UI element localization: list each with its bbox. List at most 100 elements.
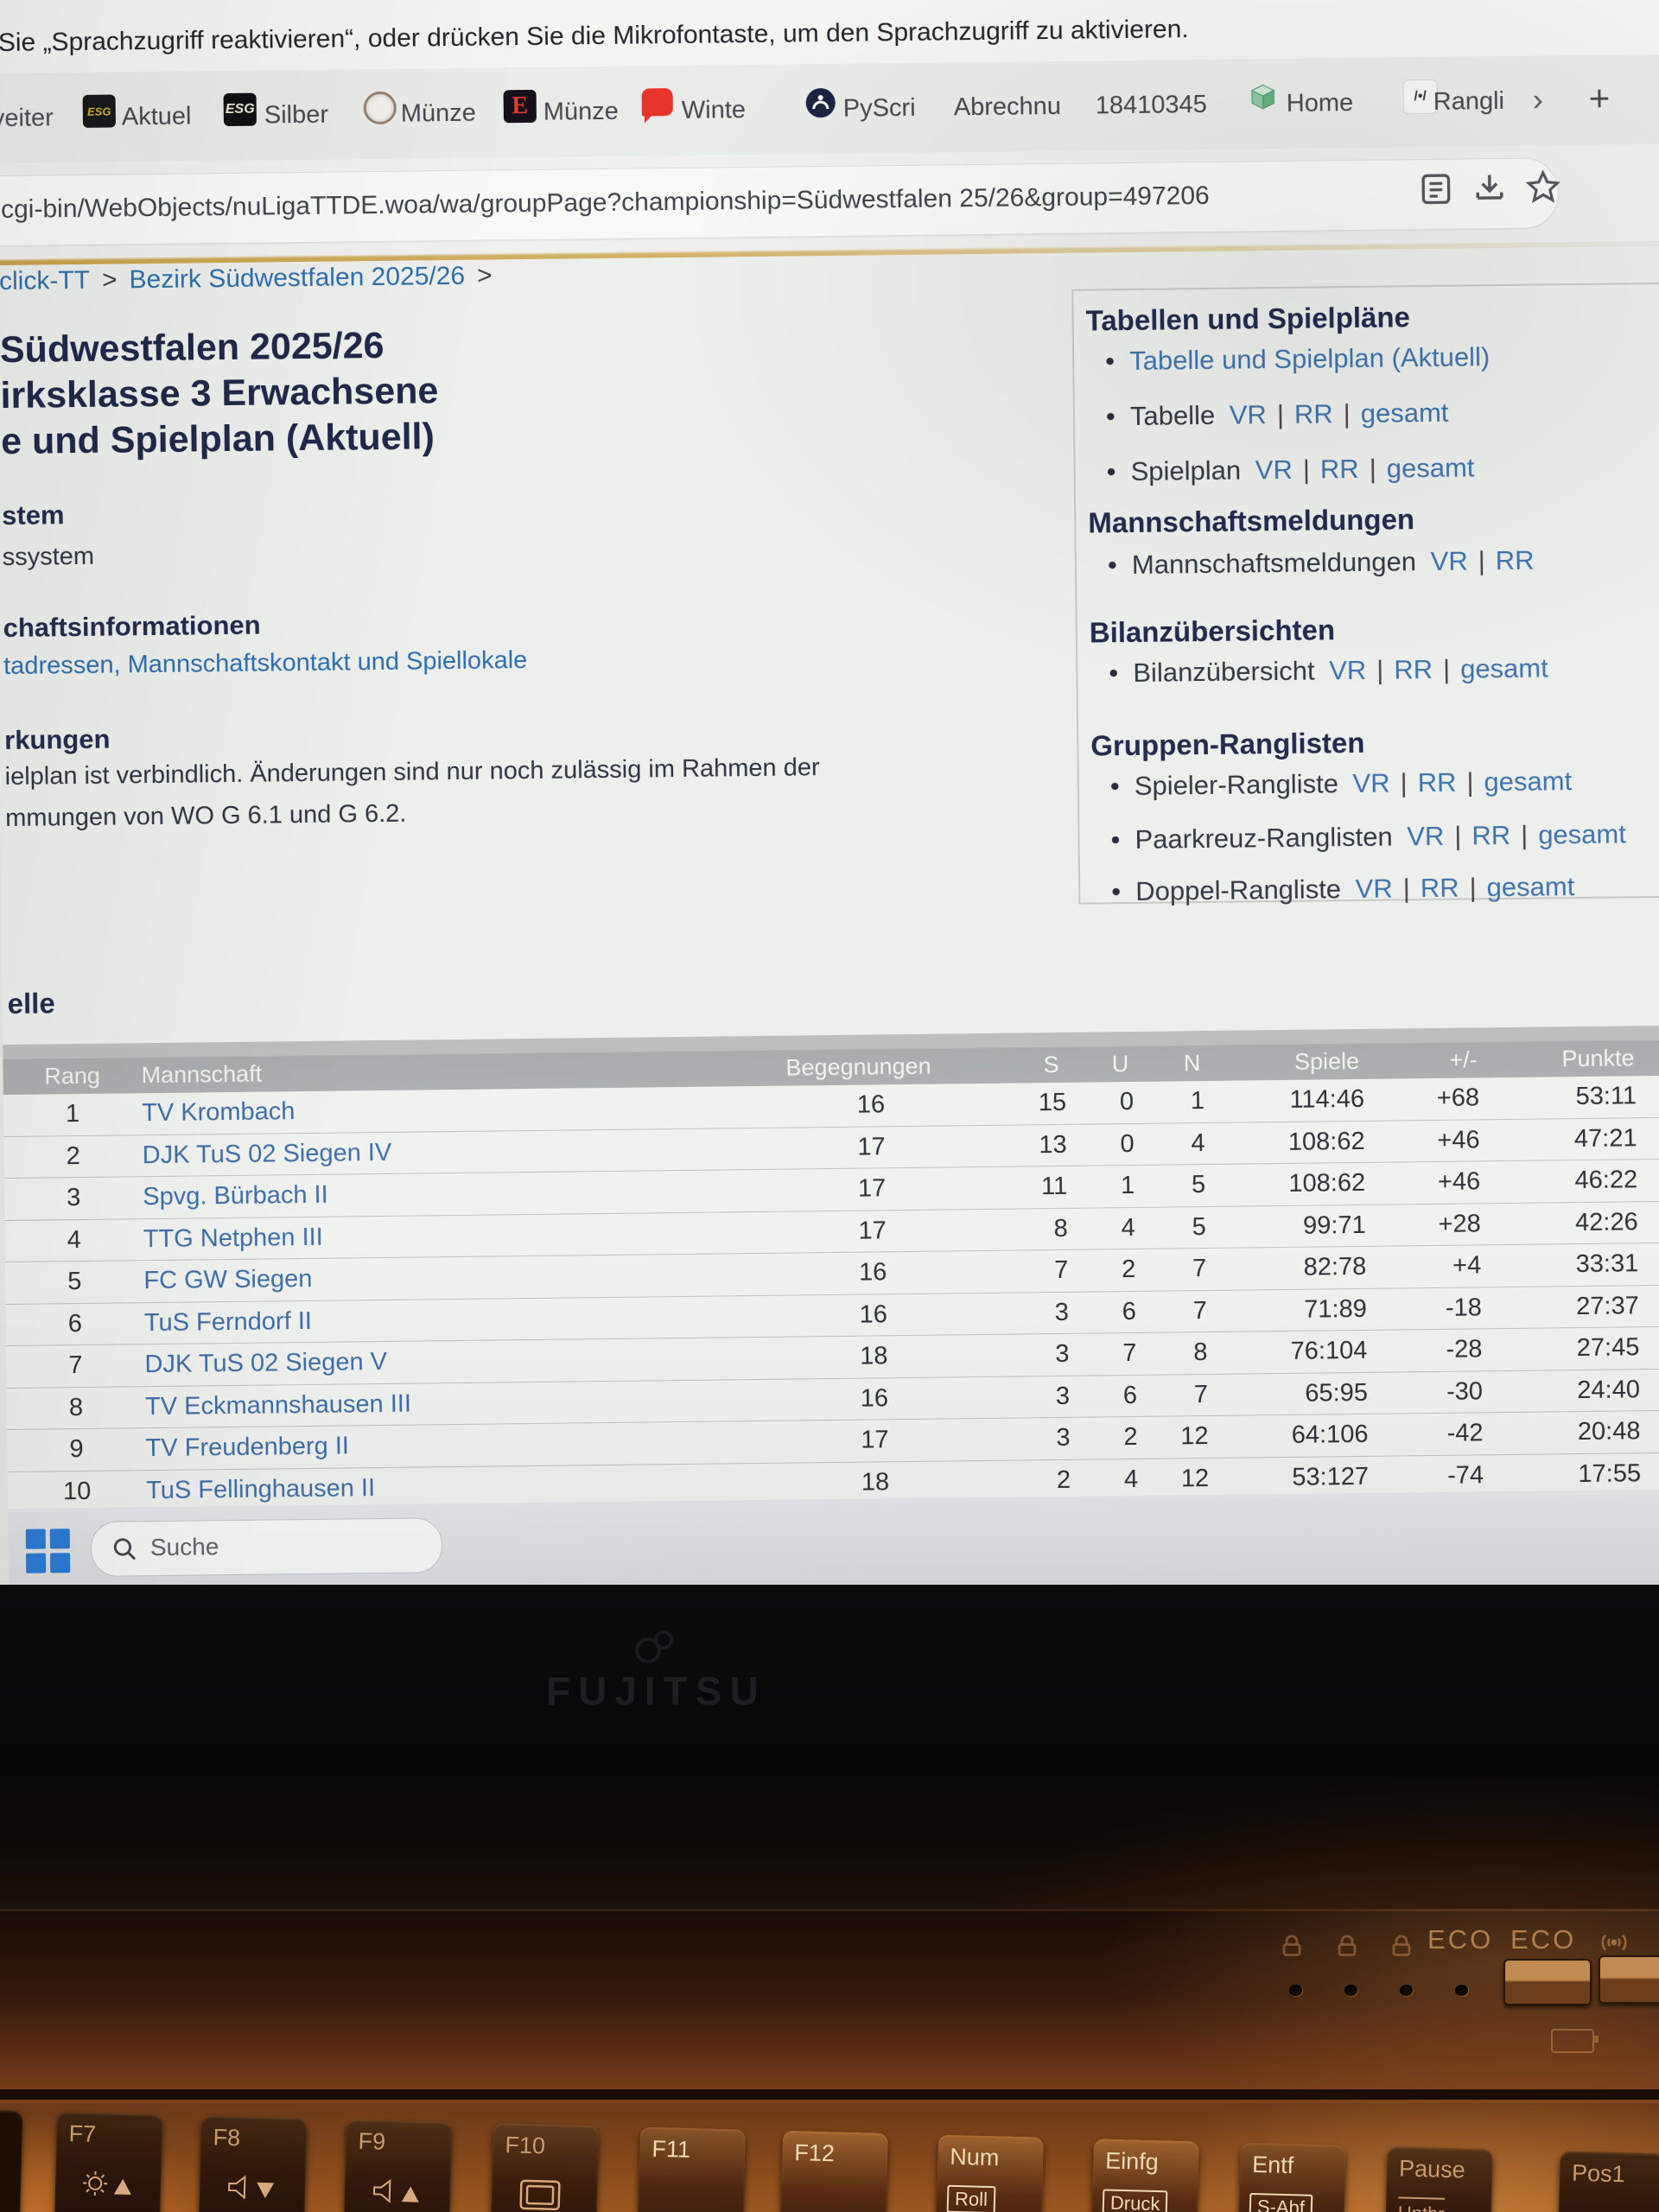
cell-pk: 42:26 xyxy=(1574,1207,1638,1236)
sidebox-heading: Tabellen und Spielpläne xyxy=(1085,301,1411,337)
sidebox-link[interactable]: gesamt xyxy=(1359,452,1475,484)
browser-tab-2[interactable]: Silber xyxy=(264,100,329,130)
contact-addresses-link[interactable]: tadressen, Mannschaftskontakt und Spiell… xyxy=(3,646,528,680)
column-header-pk: Punkte xyxy=(1561,1045,1635,1072)
sidebox-link[interactable]: gesamt xyxy=(1433,652,1548,684)
cell-sp: 108:62 xyxy=(1288,1168,1366,1198)
team-link[interactable]: DJK TuS 02 Siegen IV xyxy=(142,1138,392,1169)
team-link[interactable]: TV Krombach xyxy=(141,1097,296,1128)
key-label: F12 xyxy=(793,2139,836,2167)
browser-tab-4[interactable]: Münze xyxy=(543,97,620,126)
team-link[interactable]: TV Freudenberg II xyxy=(145,1432,350,1463)
keyboard-key-f7: F7 xyxy=(54,2111,163,2212)
breadcrumb-link[interactable]: Bezirk Südwestfalen 2025/26 xyxy=(129,261,466,295)
sidebox-item: Mannschaftsmeldungen VRRR xyxy=(1077,543,1659,581)
sidebox-link[interactable]: VR xyxy=(1352,767,1390,799)
cell-beg: 17 xyxy=(857,1132,886,1161)
cell-s: 3 xyxy=(1055,1382,1071,1410)
sidebox-link[interactable]: RR xyxy=(1389,767,1456,798)
search-input[interactable]: Suche xyxy=(90,1517,443,1577)
keyboard-key-f8: F8 xyxy=(198,2115,308,2212)
key-icon-vol-down xyxy=(225,2170,277,2210)
key-label: Pause xyxy=(1398,2155,1466,2183)
cell-pk: 46:22 xyxy=(1574,1166,1638,1195)
table-section-heading: elle xyxy=(7,987,55,1020)
address-bar[interactable]: cgi-bin/WebObjects/nuLigaTTDE.woa/wa/gro… xyxy=(0,157,1560,247)
keyboard-key-f9: F9 xyxy=(343,2119,453,2212)
cell-u: 2 xyxy=(1121,1255,1136,1284)
page-title-line3: e und Spielplan (Aktuell) xyxy=(0,416,435,463)
sidebox-link[interactable]: VR xyxy=(1407,820,1445,852)
browser-tab-7[interactable]: Abrechnu xyxy=(953,92,1062,122)
sidebox-link[interactable]: VR xyxy=(1355,873,1393,904)
sidebox-link[interactable]: gesamt xyxy=(1456,766,1572,798)
sidebox-item: Spielplan VRRRgesamt xyxy=(1075,449,1659,487)
browser-tab-1[interactable]: Aktuel xyxy=(121,102,192,131)
page-content: click-TT > Bezirk Südwestfalen 2025/26 > Sü… xyxy=(0,245,1659,1515)
cell-n: 12 xyxy=(1180,1421,1209,1451)
sidebox-link[interactable]: RR xyxy=(1366,654,1433,685)
quick-links-box: Tabellen und Spielpläne Tabelle und Spiel… xyxy=(1071,282,1659,906)
sidebox-item: Bilanzübersicht VRRRgesamt xyxy=(1077,651,1659,689)
sidebox-link[interactable]: Tabelle und Spielplan (Aktuell) xyxy=(1128,341,1491,376)
sidebox-link[interactable]: RR xyxy=(1267,398,1333,429)
cell-n: 7 xyxy=(1192,1296,1208,1325)
coin-favicon xyxy=(363,91,397,125)
section-body-bemerkungen-1: ielplan ist verbindlich. Änderungen sind… xyxy=(4,753,820,791)
sidebox-link[interactable]: gesamt xyxy=(1459,871,1574,903)
tab-scroll-chevron-icon[interactable]: › xyxy=(1532,81,1543,118)
team-link[interactable]: TTG Netphen III xyxy=(143,1223,323,1253)
column-header-beg: Begegnungen xyxy=(785,1052,931,1081)
windows-taskbar: Suche xyxy=(8,1486,1659,1585)
breadcrumb-link[interactable]: click-TT xyxy=(0,265,91,296)
keyboard-key-f11: F11 xyxy=(637,2126,747,2212)
sidebox-link[interactable]: RR xyxy=(1444,820,1510,851)
cell-s: 13 xyxy=(1039,1130,1067,1159)
num-lock-icon xyxy=(1279,1933,1305,1963)
tab-overflow-label[interactable]: veiter xyxy=(0,104,54,133)
sidebox-link[interactable]: VR xyxy=(1229,399,1268,430)
page-title-line2: irksklasse 3 Erwachsene xyxy=(0,370,439,417)
sidebox-item: Spieler-Rangliste VRRRgesamt xyxy=(1079,764,1659,802)
bookmark-star-icon[interactable] xyxy=(1524,168,1567,210)
reading-list-icon[interactable] xyxy=(1417,169,1459,212)
cell-s: 11 xyxy=(1040,1172,1068,1201)
sidebox-item-label: Mannschaftsmeldungen xyxy=(1131,546,1424,580)
page-title-line1: Südwestfalen 2025/26 xyxy=(0,324,385,372)
column-header-team: Mannschaft xyxy=(141,1060,263,1089)
sidebox-link[interactable]: gesamt xyxy=(1332,397,1448,429)
team-link[interactable]: TuS Ferndorf II xyxy=(143,1306,313,1337)
key-label: Num xyxy=(949,2143,1000,2171)
sidebox-link[interactable]: VR xyxy=(1328,654,1367,686)
cell-pk: 24:40 xyxy=(1577,1375,1641,1404)
key-label: F8 xyxy=(213,2124,241,2152)
browser-tab-9[interactable]: Home xyxy=(1286,88,1354,118)
sidebox-link[interactable]: RR xyxy=(1393,873,1459,904)
cell-pk: 27:45 xyxy=(1576,1333,1640,1363)
team-link[interactable]: TV Eckmannshausen III xyxy=(144,1389,412,1421)
sidebox-link[interactable]: gesamt xyxy=(1510,818,1626,850)
team-link[interactable]: FC GW Siegen xyxy=(143,1264,313,1295)
sidebox-link[interactable]: RR xyxy=(1468,545,1535,576)
browser-tab-10[interactable]: Rangli xyxy=(1433,86,1505,116)
sidebox-link[interactable]: VR xyxy=(1255,454,1294,486)
team-link[interactable]: Spvg. Bürbach II xyxy=(143,1180,328,1211)
cell-n: 7 xyxy=(1193,1380,1209,1408)
sidebox-link[interactable]: VR xyxy=(1430,545,1468,576)
cell-beg: 17 xyxy=(861,1426,889,1454)
team-link[interactable]: DJK TuS 02 Siegen V xyxy=(144,1347,388,1379)
browser-tabstrip: veiter ESG Aktuel ESG Silber Münze E Münze Wint… xyxy=(0,54,1659,165)
cell-rank: 9 xyxy=(69,1434,84,1464)
new-tab-button[interactable]: + xyxy=(1588,77,1611,118)
browser-tab-6[interactable]: PyScri xyxy=(842,93,916,123)
browser-toolbar: cgi-bin/WebObjects/nuLigaTTDE.woa/wa/gro… xyxy=(0,143,1659,261)
browser-tab-3[interactable]: Münze xyxy=(400,99,477,128)
address-bar-url[interactable]: cgi-bin/WebObjects/nuLigaTTDE.woa/wa/gro… xyxy=(0,181,1210,224)
browser-tab-5[interactable]: Winte xyxy=(681,96,747,124)
key-sublabel: Roll xyxy=(946,2184,996,2212)
windows-start-icon[interactable] xyxy=(25,1529,72,1574)
download-icon[interactable] xyxy=(1471,168,1513,211)
sidebox-link[interactable]: RR xyxy=(1293,454,1359,485)
browser-tab-8[interactable]: 18410345 xyxy=(1095,90,1207,120)
